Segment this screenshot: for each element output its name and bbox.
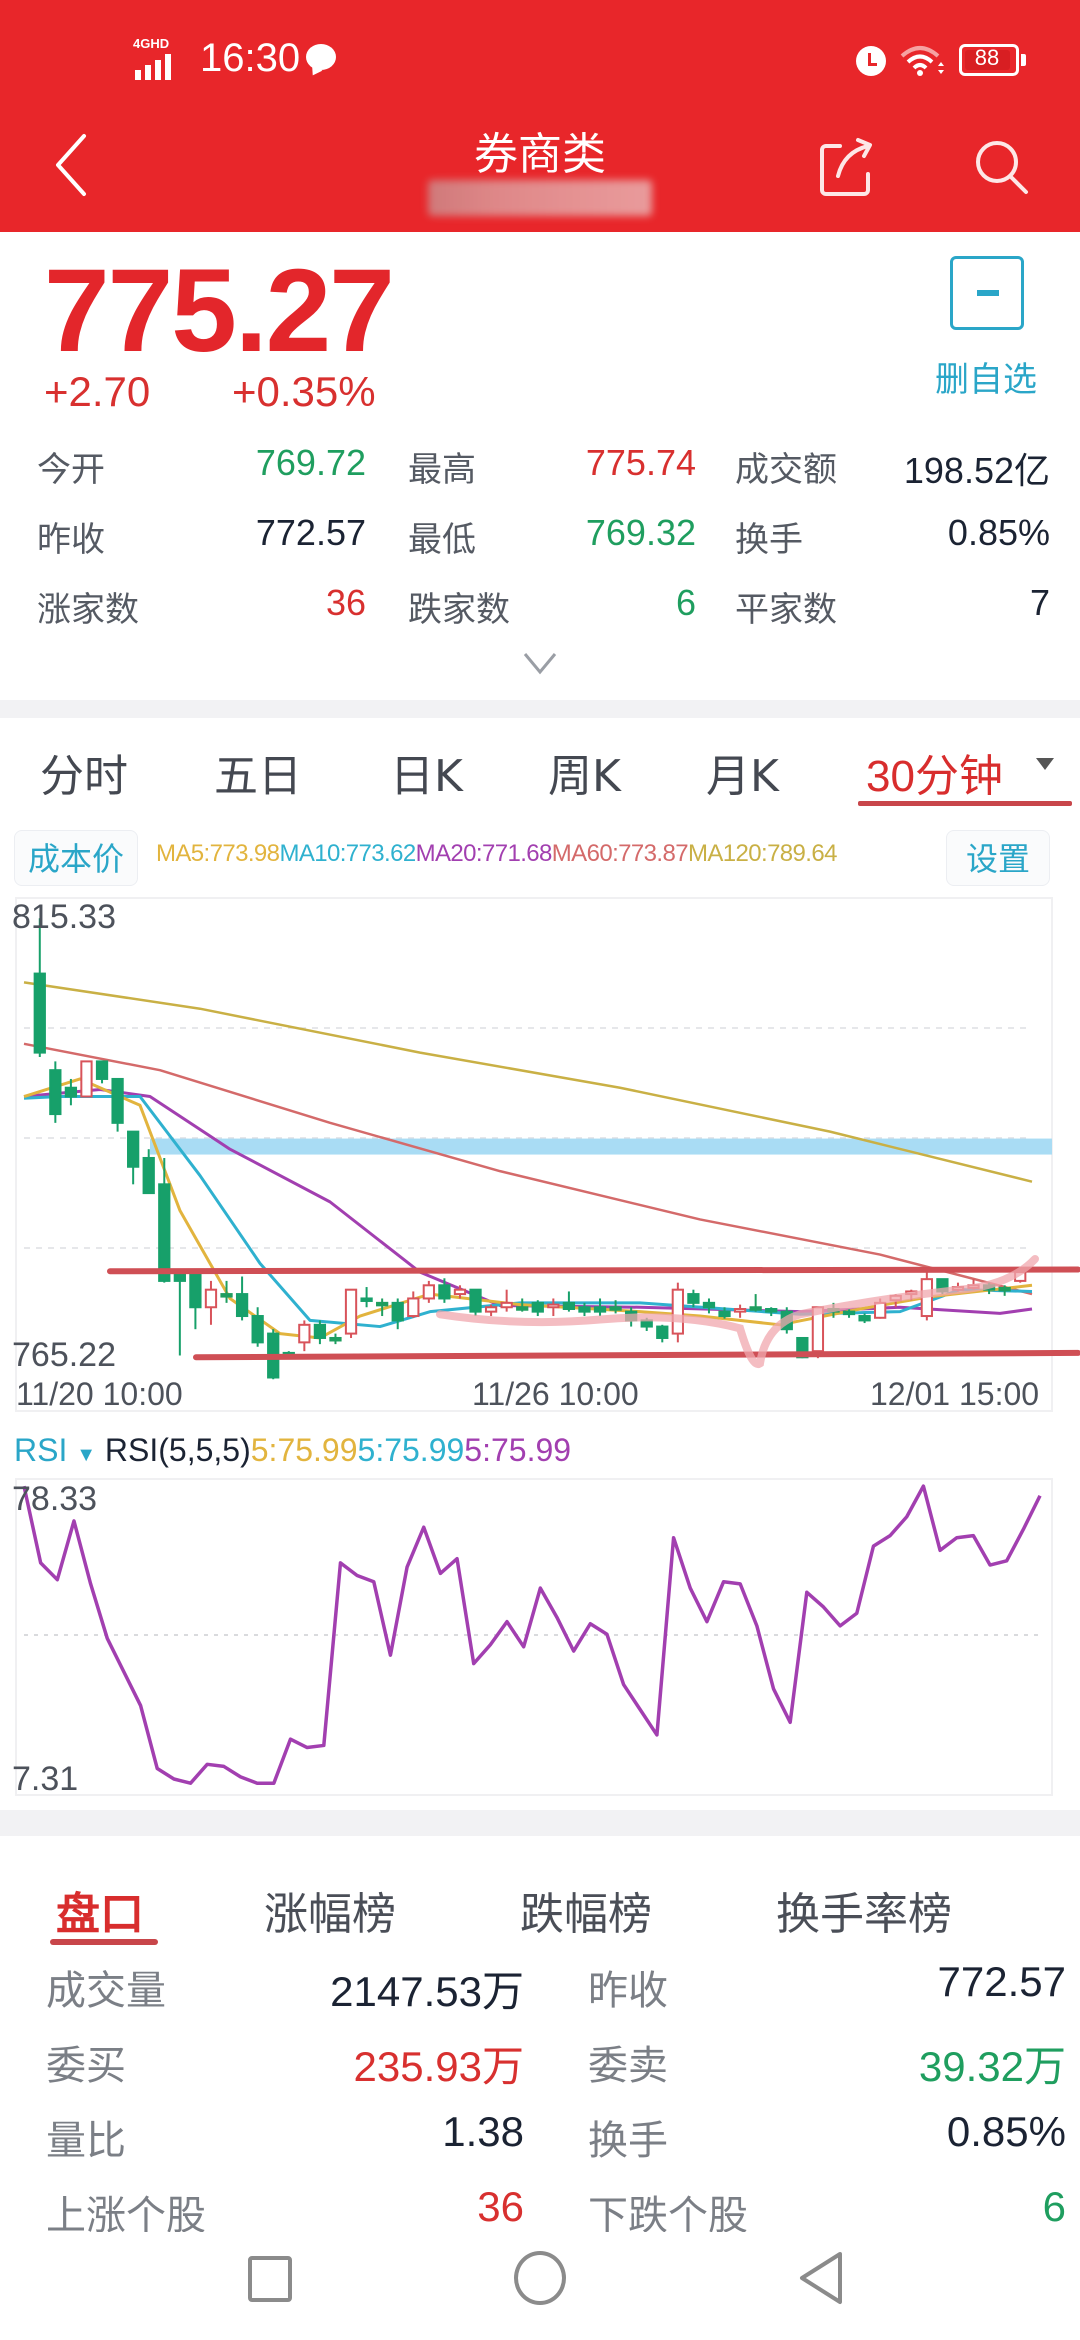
handicap-label: 成交量 bbox=[46, 1968, 166, 2014]
stat-label: 今开 bbox=[37, 450, 105, 490]
tab-turnover-rate[interactable]: 换手率榜 bbox=[776, 1889, 952, 1940]
kline-chart[interactable] bbox=[0, 880, 1080, 1420]
page-title: 券商类 bbox=[474, 129, 606, 180]
handicap-label: 换手 bbox=[588, 2118, 668, 2164]
stat-label: 涨家数 bbox=[37, 590, 139, 630]
rsi-dropdown-icon[interactable]: ▼ bbox=[76, 1444, 97, 1466]
battery-icon: 88 bbox=[925, 44, 1026, 78]
remove-watchlist-button[interactable] bbox=[950, 256, 1024, 330]
stat-value: 772.57 bbox=[255, 512, 366, 553]
ma-legend: MA5:773.98MA10:773.62MA20:771.68MA60:773… bbox=[156, 840, 837, 868]
handicap-value: 1.38 bbox=[442, 2108, 524, 2155]
dropdown-caret-icon[interactable] bbox=[1036, 758, 1054, 770]
handicap-value: 235.93万 bbox=[353, 2043, 524, 2090]
rsi-chart-frame[interactable] bbox=[15, 1478, 1053, 1796]
stat-value: 198.52亿 bbox=[903, 450, 1050, 491]
system-back-button[interactable] bbox=[796, 2250, 846, 2306]
tab-five-day[interactable]: 五日 bbox=[214, 751, 302, 802]
handicap-value: 0.85% bbox=[946, 2108, 1066, 2155]
stat-label: 平家数 bbox=[735, 590, 837, 630]
tab-losers[interactable]: 跌幅榜 bbox=[520, 1889, 652, 1940]
rsi-y-max: 78.33 bbox=[12, 1480, 98, 1518]
rsi-value-2: 5:75.99 bbox=[357, 1432, 465, 1468]
tab-handicap[interactable]: 盘口 bbox=[56, 1889, 144, 1940]
rsi-value-3: 5:75.99 bbox=[464, 1432, 572, 1468]
active-tab-underline bbox=[50, 1939, 158, 1945]
message-notification-icon bbox=[306, 44, 336, 70]
stat-value: 36 bbox=[325, 582, 366, 623]
search-button[interactable] bbox=[970, 136, 1034, 200]
rsi-value-1: 5:75.99 bbox=[250, 1432, 358, 1468]
settings-button[interactable]: 设置 bbox=[946, 830, 1050, 886]
stat-value: 769.72 bbox=[255, 442, 366, 483]
stat-label: 最高 bbox=[408, 450, 476, 490]
ma120-value: MA120:789.64 bbox=[687, 840, 838, 867]
handicap-value: 772.57 bbox=[937, 1958, 1066, 2005]
current-price: 775.27 bbox=[44, 245, 395, 377]
tab-intraday[interactable]: 分时 bbox=[40, 751, 128, 802]
status-time: 16:30 bbox=[200, 36, 301, 80]
handicap-label: 委卖 bbox=[588, 2043, 668, 2089]
stat-value: 775.74 bbox=[585, 442, 696, 483]
handicap-value: 6 bbox=[1042, 2183, 1066, 2230]
tab-monthly-k[interactable]: 月K bbox=[706, 751, 779, 802]
tab-weekly-k[interactable]: 周K bbox=[548, 751, 621, 802]
active-tab-underline bbox=[858, 801, 1072, 806]
battery-level: 88 bbox=[974, 45, 1000, 70]
rsi-selector[interactable]: RSI bbox=[14, 1432, 68, 1468]
x-axis-label-end: 12/01 15:00 bbox=[870, 1376, 1040, 1412]
y-axis-min: 765.22 bbox=[12, 1336, 116, 1374]
stat-value: 769.32 bbox=[585, 512, 696, 553]
ma20-value: MA20:771.68 bbox=[415, 840, 553, 867]
rsi-y-min: 7.31 bbox=[12, 1760, 79, 1798]
section-divider bbox=[0, 700, 1080, 718]
stat-label: 最低 bbox=[408, 520, 476, 560]
stat-label: 昨收 bbox=[37, 520, 105, 560]
tab-30-minute[interactable]: 30分钟 bbox=[866, 752, 1003, 801]
handicap-label: 上涨个股 bbox=[46, 2193, 206, 2239]
section-divider bbox=[0, 1810, 1080, 1836]
network-type: 4GHD bbox=[133, 36, 170, 51]
handicap-label: 下跌个股 bbox=[588, 2193, 748, 2239]
handicap-value: 2147.53万 bbox=[330, 1968, 524, 2015]
stat-value: 7 bbox=[1029, 582, 1050, 623]
share-button[interactable] bbox=[818, 136, 882, 200]
rsi-chart[interactable] bbox=[0, 1478, 1080, 1798]
wifi-icon bbox=[900, 46, 944, 76]
ma5-value: MA5:773.98 bbox=[156, 840, 280, 867]
blurred-subtitle bbox=[428, 180, 652, 216]
handicap-value: 39.32万 bbox=[918, 2043, 1066, 2090]
expand-chevron-icon[interactable] bbox=[522, 650, 558, 676]
ma60-value: MA60:773.87 bbox=[551, 840, 689, 867]
x-axis-label-start: 11/20 10:00 bbox=[16, 1376, 183, 1412]
handicap-label: 委买 bbox=[46, 2043, 126, 2089]
handicap-label: 昨收 bbox=[588, 1968, 668, 2014]
handicap-value: 36 bbox=[477, 2183, 524, 2230]
price-change-percent: +0.35% bbox=[232, 368, 376, 415]
y-axis-max: 815.33 bbox=[12, 898, 116, 936]
price-change: +2.70 bbox=[44, 368, 151, 415]
stat-label: 成交额 bbox=[735, 450, 837, 490]
alarm-icon bbox=[856, 46, 886, 76]
stat-label: 换手 bbox=[735, 520, 803, 560]
stat-label: 跌家数 bbox=[408, 590, 510, 630]
x-axis-label-mid: 11/26 10:00 bbox=[472, 1376, 639, 1412]
ma10-value: MA10:773.62 bbox=[279, 840, 416, 867]
rsi-header: RSI ▼ RSI(5,5,5)5:75.995:75.995:75.99 bbox=[14, 1432, 571, 1469]
remove-watchlist-label[interactable]: 删自选 bbox=[935, 360, 1037, 400]
recent-apps-button[interactable] bbox=[248, 2256, 292, 2302]
back-button[interactable] bbox=[50, 130, 100, 200]
stat-value: 6 bbox=[675, 582, 696, 623]
cellular-signal-icon: 4GHD bbox=[133, 36, 193, 80]
cost-price-button[interactable]: 成本价 bbox=[14, 830, 138, 886]
app-header: 4GHD 16:30 88 券商类 bbox=[0, 0, 1080, 232]
tab-gainers[interactable]: 涨幅榜 bbox=[264, 1889, 396, 1940]
handicap-label: 量比 bbox=[46, 2118, 126, 2164]
home-button[interactable] bbox=[514, 2251, 566, 2305]
rsi-name: RSI(5,5,5) bbox=[104, 1432, 251, 1468]
stat-value: 0.85% bbox=[947, 512, 1050, 553]
tab-daily-k[interactable]: 日K bbox=[390, 751, 463, 802]
